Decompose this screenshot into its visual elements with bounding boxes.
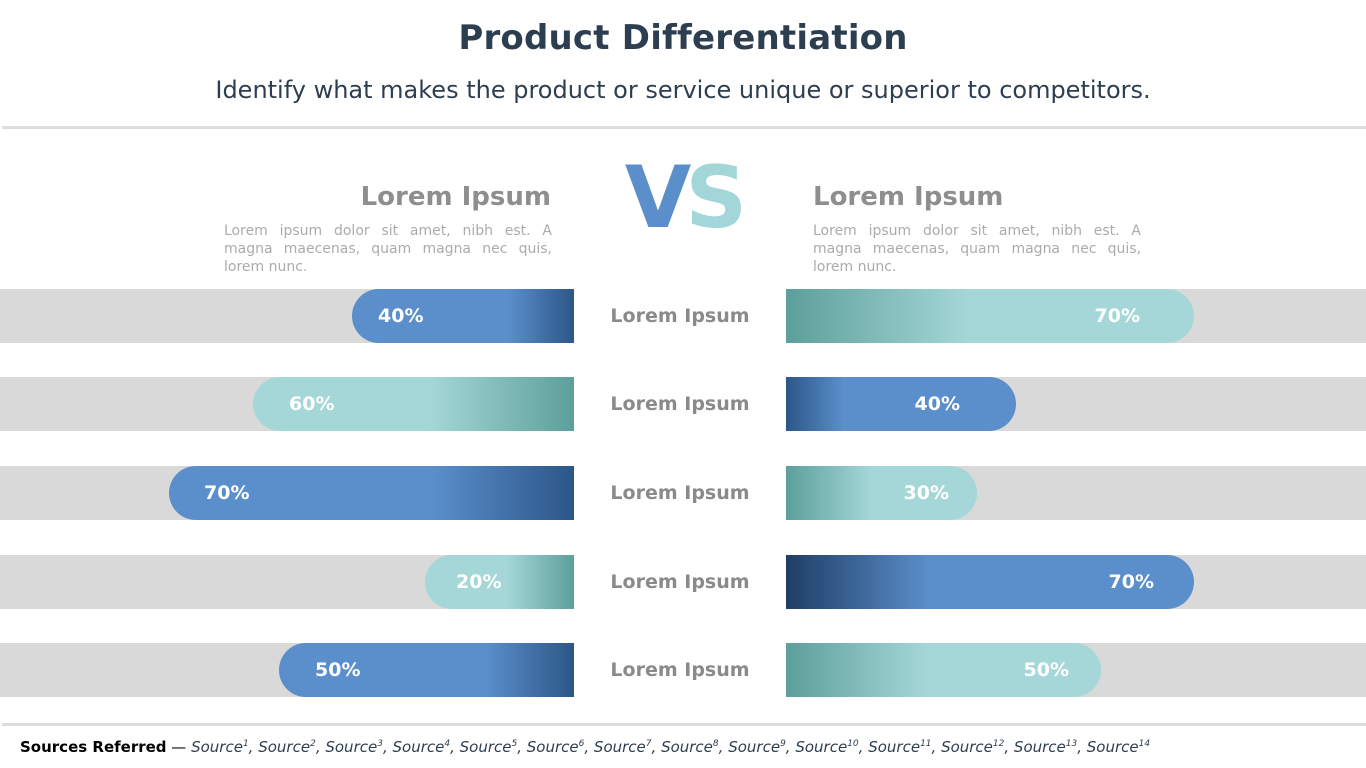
source-item: Source10 bbox=[795, 738, 859, 756]
left-description: Lorem ipsum dolor sit amet, nibh est. A … bbox=[224, 223, 552, 275]
source-item: Source1 bbox=[191, 738, 249, 756]
source-item: Source3 bbox=[325, 738, 383, 756]
left-bar: 50% bbox=[279, 643, 574, 697]
left-bar-value: 20% bbox=[456, 571, 502, 593]
vs-letter-s: S bbox=[685, 148, 747, 248]
source-item: Source7 bbox=[593, 738, 652, 756]
sources-separator: — bbox=[166, 738, 192, 756]
right-bar-value: 70% bbox=[1094, 305, 1140, 327]
category-label: Lorem Ipsum bbox=[610, 305, 750, 327]
left-heading: Lorem Ipsum bbox=[360, 182, 551, 212]
category-label: Lorem Ipsum bbox=[610, 482, 750, 504]
page-title: Product Differentiation bbox=[458, 18, 908, 58]
bottom-divider bbox=[2, 723, 1366, 726]
right-description: Lorem ipsum dolor sit amet, nibh est. A … bbox=[813, 223, 1141, 275]
source-item: Source14 bbox=[1086, 738, 1151, 756]
left-bar: 60% bbox=[253, 377, 574, 431]
right-bar-value: 50% bbox=[1023, 659, 1069, 681]
sources-label: Sources Referred bbox=[20, 738, 167, 756]
source-item: Source11 bbox=[868, 738, 932, 756]
sources-footer: Sources Referred — Source1, Source2, Sou… bbox=[20, 738, 1150, 756]
right-heading: Lorem Ipsum bbox=[813, 182, 1004, 212]
page-subtitle: Identify what makes the product or servi… bbox=[215, 76, 1151, 104]
source-item: Source2 bbox=[258, 738, 316, 756]
right-bar: 40% bbox=[786, 377, 1016, 431]
source-item: Source4 bbox=[392, 738, 451, 756]
right-bar-value: 30% bbox=[903, 482, 949, 504]
right-bar: 50% bbox=[786, 643, 1101, 697]
top-divider bbox=[2, 126, 1366, 129]
vs-logo: VS bbox=[620, 148, 748, 248]
left-bar-value: 40% bbox=[378, 305, 424, 327]
source-item: Source13 bbox=[1013, 738, 1078, 756]
source-item: Source9 bbox=[728, 738, 786, 756]
source-item: Source6 bbox=[526, 738, 585, 756]
left-bar: 70% bbox=[169, 466, 574, 520]
right-bar: 70% bbox=[786, 289, 1194, 343]
source-item: Source12 bbox=[941, 738, 1005, 756]
left-bar: 20% bbox=[425, 555, 574, 609]
category-label: Lorem Ipsum bbox=[610, 393, 750, 415]
left-bar-value: 60% bbox=[289, 393, 335, 415]
category-label: Lorem Ipsum bbox=[610, 571, 750, 593]
source-item: Source8 bbox=[661, 738, 719, 756]
sources-list: Source1, Source2, Source3, Source4, Sour… bbox=[191, 738, 1151, 756]
left-bar-value: 70% bbox=[204, 482, 250, 504]
right-bar: 70% bbox=[786, 555, 1194, 609]
right-bar-value: 40% bbox=[914, 393, 960, 415]
right-bar: 30% bbox=[786, 466, 977, 520]
right-bar-value: 70% bbox=[1108, 571, 1154, 593]
left-bar: 40% bbox=[352, 289, 574, 343]
vs-letter-v: V bbox=[624, 148, 692, 248]
source-item: Source5 bbox=[459, 738, 518, 756]
left-bar-value: 50% bbox=[315, 659, 361, 681]
category-label: Lorem Ipsum bbox=[610, 659, 750, 681]
